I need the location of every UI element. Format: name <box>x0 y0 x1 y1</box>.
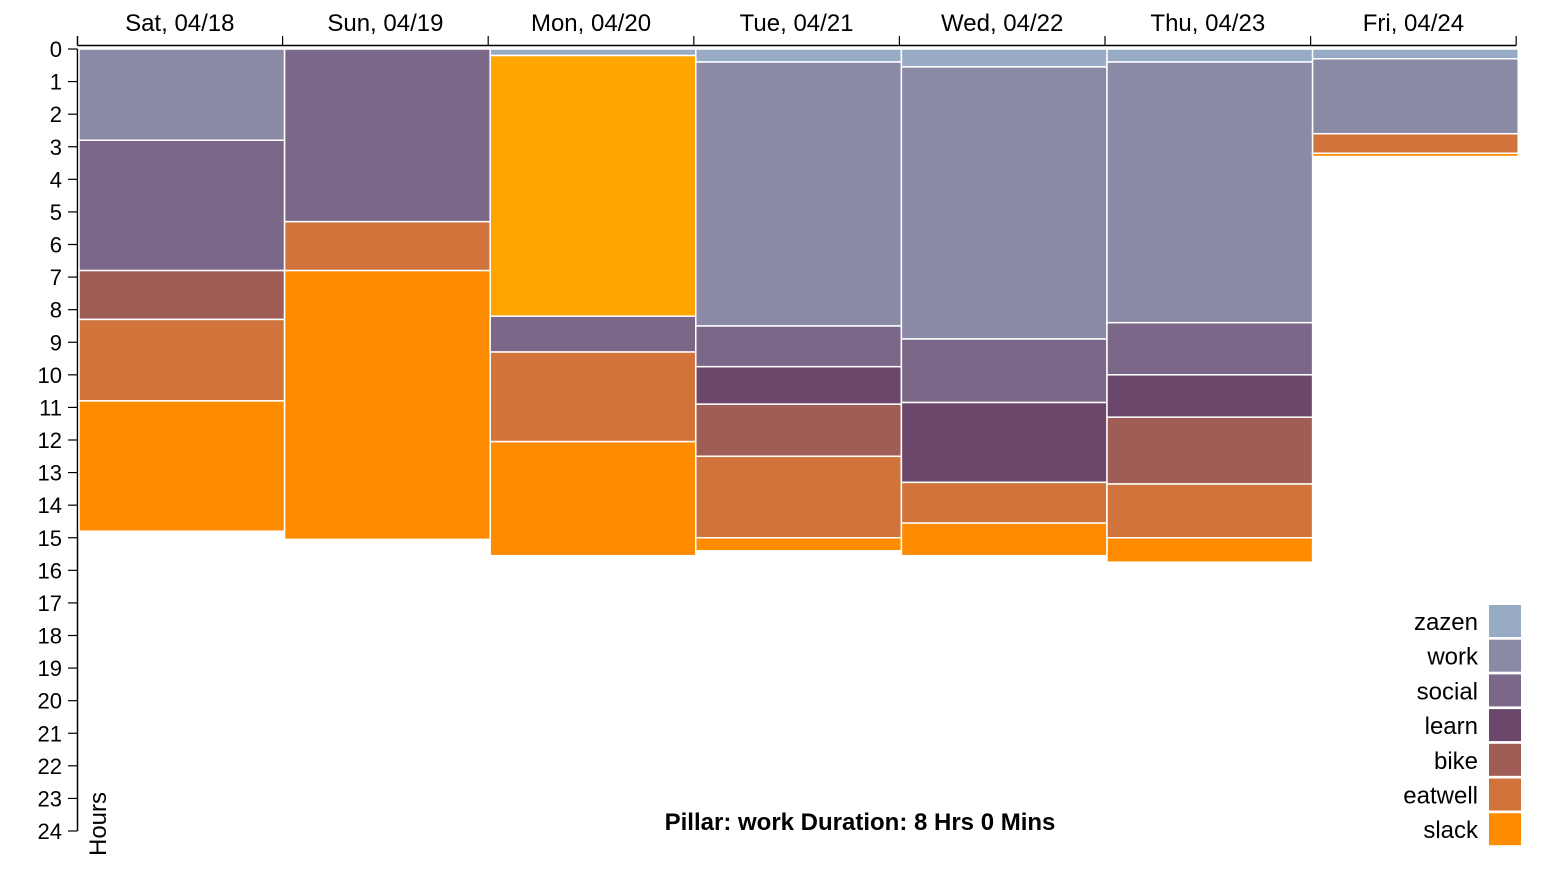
bar-segment-slack[interactable] <box>283 269 491 541</box>
bar-segment-social[interactable] <box>900 338 1108 404</box>
bar-segment-social[interactable] <box>78 139 286 272</box>
y-tick-label: 9 <box>50 330 62 355</box>
bar-segment-slack[interactable] <box>1106 537 1314 563</box>
y-tick-label: 24 <box>38 819 62 844</box>
legend-label-learn: learn <box>1425 713 1478 740</box>
bar-segment-zazen[interactable] <box>695 48 903 63</box>
y-tick-label: 18 <box>38 624 62 649</box>
bar-segment-eatwell[interactable] <box>900 481 1108 524</box>
y-tick-label: 0 <box>50 37 62 62</box>
bar-segment-work[interactable] <box>78 48 286 141</box>
y-tick-label: 21 <box>38 721 62 746</box>
y-tick-label: 10 <box>38 363 62 388</box>
bar-segment-zazen[interactable] <box>900 48 1108 68</box>
y-tick-label: 5 <box>50 200 62 225</box>
x-tick-label: Sat, 04/18 <box>125 10 234 37</box>
y-axis-label: Hours <box>85 792 112 856</box>
bar-segment-work[interactable] <box>900 66 1108 340</box>
y-tick-label: 4 <box>50 167 62 192</box>
y-tick-label: 13 <box>38 461 62 486</box>
legend-swatch-bike[interactable] <box>1489 743 1521 776</box>
y-tick-label: 15 <box>38 526 62 551</box>
legend-label-zazen: zazen <box>1414 609 1478 636</box>
y-tick-label: 1 <box>50 70 62 95</box>
bar-segment-eatwell[interactable] <box>1311 132 1519 155</box>
bar-segment-zazen[interactable] <box>1106 48 1314 63</box>
y-tick-label: 3 <box>50 135 62 160</box>
y-tick-label: 17 <box>38 591 62 616</box>
y-tick-label: 14 <box>38 493 62 518</box>
bar-segment-work[interactable] <box>695 61 903 327</box>
y-tick-label: 6 <box>50 233 62 258</box>
x-tick-label: Tue, 04/21 <box>740 10 854 37</box>
x-tick-label: Fri, 04/24 <box>1363 10 1464 37</box>
selection-info: Pillar: work Duration: 8 Hrs 0 Mins <box>665 809 1056 836</box>
bar-segment-learn[interactable] <box>695 365 903 405</box>
bar-segment-social[interactable] <box>283 48 491 223</box>
bars <box>78 48 1519 563</box>
bar-segment-bike[interactable] <box>1106 416 1314 485</box>
bar-segment-learn[interactable] <box>1106 374 1314 418</box>
legend-swatch-social[interactable] <box>1489 674 1521 707</box>
bar-segment-social[interactable] <box>489 315 697 353</box>
bar-segment-eatwell[interactable] <box>695 455 903 539</box>
y-tick-label: 23 <box>38 786 62 811</box>
bar-segment-zazen[interactable] <box>489 48 697 57</box>
y-tick-label: 19 <box>38 656 62 681</box>
bar-segment-slack[interactable] <box>489 440 697 557</box>
legend-label-social: social <box>1417 678 1478 705</box>
y-tick-label: 7 <box>50 265 62 290</box>
y-tick-label: 22 <box>38 754 62 779</box>
y-tick-label: 11 <box>39 395 62 420</box>
bar-segment-eatwell[interactable] <box>78 318 286 402</box>
legend-swatch-zazen[interactable] <box>1489 605 1521 637</box>
x-tick-label: Mon, 04/20 <box>531 10 651 37</box>
bar-segment-slack[interactable] <box>489 54 697 317</box>
bar-segment-zazen[interactable] <box>1311 48 1519 60</box>
legend: zazen work social learn bike eatwell slack <box>1403 605 1521 846</box>
bar-segment-eatwell[interactable] <box>489 351 697 443</box>
bar-segment-slack[interactable] <box>900 522 1108 557</box>
y-tick-label: 16 <box>38 558 62 583</box>
legend-swatch-slack[interactable] <box>1489 813 1521 846</box>
bar-segment-bike[interactable] <box>78 269 286 321</box>
bar-segment-slack[interactable] <box>78 400 286 532</box>
bar-segment-work[interactable] <box>1311 58 1519 135</box>
legend-label-eatwell: eatwell <box>1403 783 1478 810</box>
legend-swatch-work[interactable] <box>1489 639 1521 672</box>
x-tick-label: Thu, 04/23 <box>1150 10 1265 37</box>
bar-segment-eatwell[interactable] <box>1106 483 1314 539</box>
x-tick-label: Sun, 04/19 <box>327 10 443 37</box>
legend-swatch-learn[interactable] <box>1489 709 1521 742</box>
bar-segment-work[interactable] <box>1106 61 1314 324</box>
legend-label-bike: bike <box>1434 748 1478 775</box>
y-tick-label: 8 <box>50 298 62 323</box>
bar-segment-slack[interactable] <box>695 537 903 552</box>
legend-label-slack: slack <box>1423 817 1479 844</box>
bar-segment-bike[interactable] <box>695 403 903 458</box>
x-axis: Sat, 04/18 Sun, 04/19 Mon, 04/20 Tue, 04/21… <box>76 10 1517 47</box>
y-tick-label: 12 <box>38 428 62 453</box>
legend-label-work: work <box>1426 644 1479 671</box>
x-tick-label: Wed, 04/22 <box>941 10 1063 37</box>
bar-segment-slack[interactable] <box>1311 152 1519 158</box>
y-tick-label: 2 <box>50 102 62 127</box>
bar-segment-eatwell[interactable] <box>283 220 491 272</box>
bar-segment-social[interactable] <box>1106 321 1314 376</box>
legend-swatch-eatwell[interactable] <box>1489 778 1521 811</box>
y-tick-label: 20 <box>38 689 62 714</box>
bar-segment-learn[interactable] <box>900 401 1108 484</box>
bar-segment-social[interactable] <box>695 325 903 368</box>
